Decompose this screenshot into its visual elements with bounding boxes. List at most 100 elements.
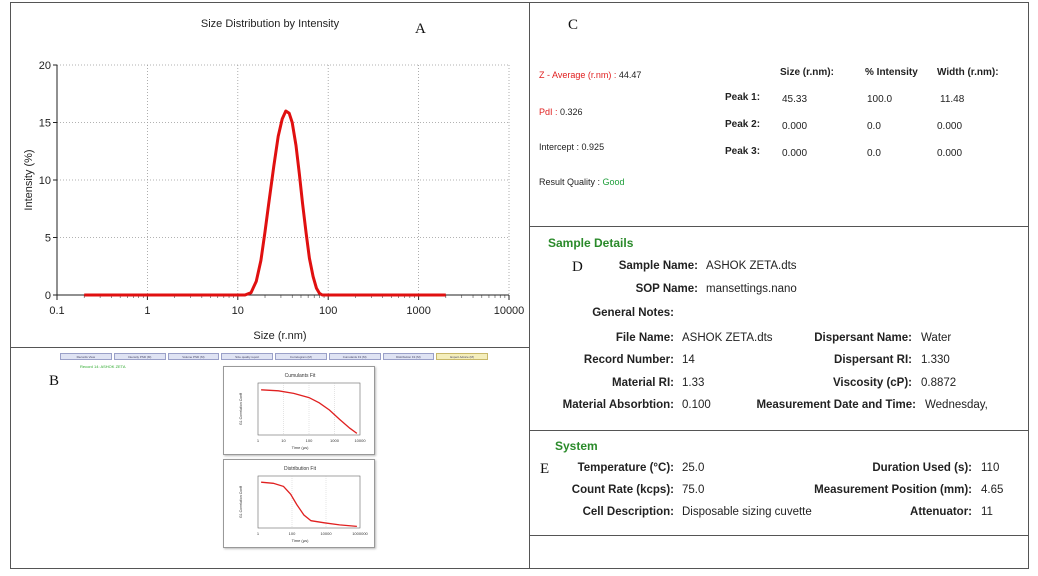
mini-plot-title: Distribution Fit: [284, 466, 317, 472]
count-rate-label: Count Rate (kcps):: [571, 484, 674, 496]
file-name-label: File Name:: [615, 332, 674, 344]
peak-header-width: Width (r.nm):: [937, 67, 999, 78]
y-tick-label: 0: [45, 290, 51, 302]
software-tab[interactable]: Intensity PSD (M): [113, 353, 166, 360]
pdi-value: 0.326: [560, 107, 583, 117]
y-tick-label: 20: [39, 60, 51, 72]
mini-y-axis-label: G1 Correlation Coeff: [239, 486, 243, 518]
peak-3-size: 0.000: [782, 148, 808, 159]
duration-value: 110: [981, 462, 1000, 474]
material-ri-value: 1.33: [682, 377, 705, 389]
z-average-line: Z - Average (r.nm) : 44.47: [539, 70, 641, 80]
panel-c: C: [529, 2, 1029, 227]
intercept-label: Intercept :: [539, 142, 580, 152]
pdi-line: PdI : 0.326: [539, 107, 583, 117]
peak-3-label: Peak 3:: [725, 146, 761, 157]
temperature-value: 25.0: [682, 462, 705, 474]
peak-2-label: Peak 2:: [725, 119, 761, 130]
intercept-line: Intercept : 0.925: [539, 142, 604, 152]
record-number-value: 14: [682, 354, 695, 366]
y-tick-label: 5: [45, 233, 51, 245]
quality-value: Good: [602, 177, 625, 187]
software-tab[interactable]: Distribution Fit (M): [382, 353, 435, 360]
y-axis-label: Intensity (%): [23, 149, 35, 210]
viscosity-label: Viscosity (cP):: [832, 377, 912, 389]
mini-y-axis-label: G1 Correlation Coeff: [239, 393, 243, 425]
mini-x-tick-label: 10: [281, 438, 286, 443]
sample-details-title: Sample Details: [548, 236, 634, 250]
file-name-value: ASHOK ZETA.dts: [682, 332, 773, 344]
peak-1-intensity: 100.0: [867, 94, 893, 105]
x-tick-label: 100: [319, 305, 337, 317]
x-tick-label: 10: [232, 305, 244, 317]
peak-header-intensity: % Intensity: [865, 67, 918, 78]
mini-x-tick-label: 10000: [320, 531, 332, 536]
peak-1-label: Peak 1:: [725, 92, 761, 103]
peak-1-size: 45.33: [782, 94, 808, 105]
peak-table: Size (r.nm): % Intensity Width (r.nm): P…: [700, 62, 1020, 172]
record-number-label: Record Number:: [583, 354, 674, 366]
pdi-label: PdI :: [539, 107, 558, 117]
software-tab[interactable]: Size quality report: [221, 353, 273, 360]
peak-2-width: 0.000: [937, 121, 963, 132]
panel-letter-b: B: [49, 373, 60, 389]
software-tab[interactable]: Expert Advice (M): [436, 353, 488, 360]
mini-plot-title: Cumulants Fit: [285, 373, 316, 379]
measurement-date-label: Measurement Date and Time:: [756, 399, 916, 411]
mini-x-tick-label: 100: [289, 531, 296, 536]
temperature-label: Temperature (°C):: [577, 462, 674, 474]
mini-x-tick-label: 100: [306, 438, 313, 443]
count-rate-value: 75.0: [682, 484, 705, 496]
intensity-chart: Size Distribution by Intensity 0 5 10 15 20 0.…: [23, 18, 525, 342]
software-tab[interactable]: Volume PSD (M): [167, 353, 220, 360]
panel-letter-a: A: [415, 21, 426, 37]
distribution-fit-plot: Distribution Fit 1 100 10000 1000000 Time (µs…: [239, 466, 369, 543]
x-tick-label: 1: [144, 305, 150, 317]
peak-3-width: 0.000: [937, 148, 963, 159]
sample-name-value: ASHOK ZETA.dts: [706, 260, 797, 272]
x-tick-label: 1000: [406, 305, 430, 317]
dispersant-name-label: Dispersant Name:: [814, 332, 912, 344]
measurement-position-value: 4.65: [981, 484, 1004, 496]
system-title: System: [555, 439, 598, 453]
dispersant-ri-value: 1.330: [921, 354, 950, 366]
software-tab-strip: Records View Intensity PSD (M) Volume PSD …: [60, 353, 488, 361]
z-average-value: 44.47: [618, 70, 642, 80]
panel-e: E: [529, 430, 1029, 536]
intercept-value: 0.925: [581, 142, 605, 152]
general-notes-label: General Notes:: [592, 307, 674, 319]
cell-description-value: Disposable sizing cuvette: [682, 506, 812, 518]
software-tab[interactable]: Correlogram (M): [275, 353, 327, 360]
peak-1-width: 11.48: [940, 94, 965, 105]
mini-x-axis-label: Time (µs): [292, 445, 309, 450]
x-tick-label: 0.1: [49, 305, 64, 317]
cell-description-label: Cell Description:: [582, 506, 674, 518]
intensity-series-line: [84, 109, 446, 297]
cumulants-fit-box: Cumulants Fit 1 10 100 1000 10000 Time (µs) G1 …: [223, 366, 375, 455]
viscosity-value: 0.8872: [921, 377, 957, 389]
sample-name-label: Sample Name:: [618, 260, 698, 272]
peak-header-size: Size (r.nm):: [780, 67, 834, 78]
peak-3-intensity: 0.0: [867, 148, 881, 159]
mini-x-tick-label: 1000000: [352, 531, 368, 536]
y-tick-label: 15: [39, 118, 51, 130]
mini-x-axis-label: Time (µs): [292, 538, 309, 543]
peak-2-intensity: 0.0: [867, 121, 881, 132]
panel-letter-e: E: [540, 461, 550, 477]
x-tick-label: 10000: [494, 305, 525, 317]
z-average-label: Z - Average (r.nm) :: [539, 70, 617, 80]
y-tick-label: 10: [39, 175, 51, 187]
record-status: Record 14: ASHOK ZETA: [80, 364, 126, 369]
panel-a: A: [10, 2, 530, 348]
panel-letter-d: D: [572, 259, 583, 275]
dispersant-ri-label: Dispersant RI:: [834, 354, 912, 366]
software-tab[interactable]: Cumulants Fit (M): [328, 353, 381, 360]
panel-bottom-strip: [529, 535, 1029, 569]
mini-x-tick-label: 10000: [354, 438, 366, 443]
measurement-date-value: Wednesday,: [925, 399, 988, 411]
measurement-position-label: Measurement Position (mm):: [814, 484, 972, 496]
x-axis-label: Size (r.nm): [253, 330, 306, 342]
mini-x-tick-label: 1000: [330, 438, 340, 443]
distribution-fit-box: Distribution Fit 1 100 10000 1000000 Time (µs…: [223, 459, 375, 548]
software-tab[interactable]: Records View: [60, 353, 112, 360]
